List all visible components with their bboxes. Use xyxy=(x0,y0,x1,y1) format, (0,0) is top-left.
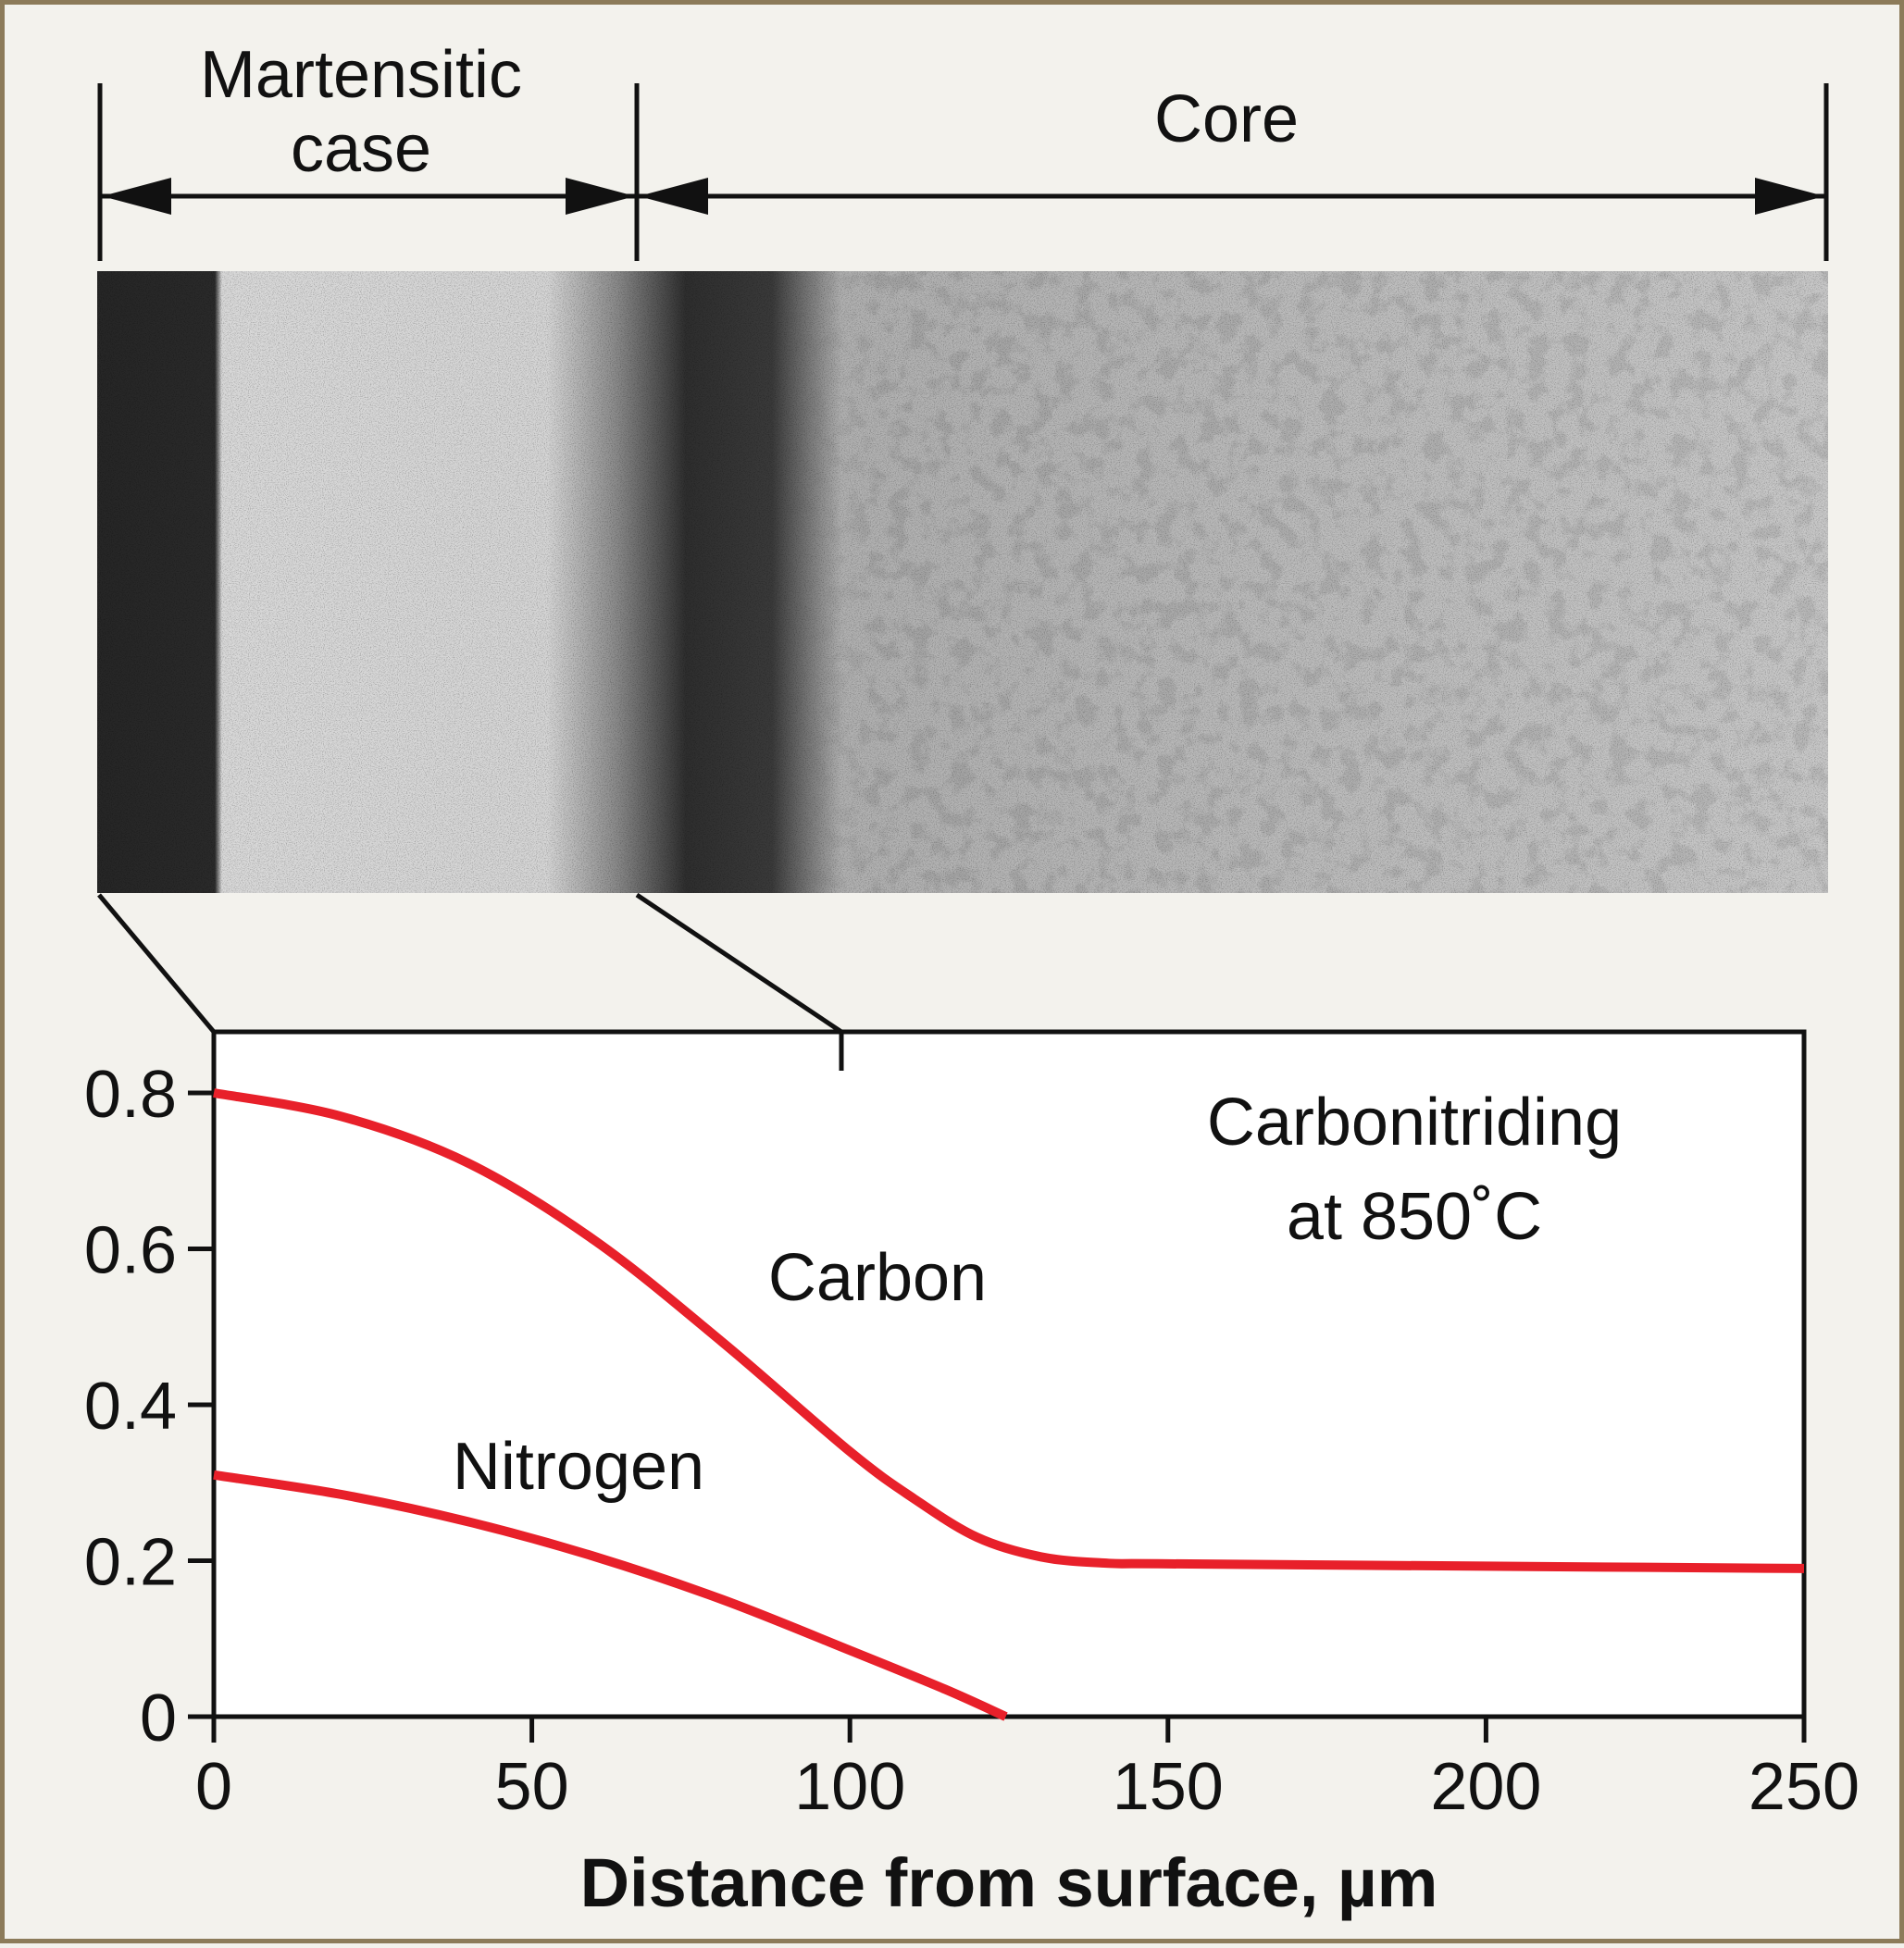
y-tick-label: 0.6 xyxy=(84,1214,177,1288)
arrow-right-icon xyxy=(1755,178,1824,215)
x-tick-label: 50 xyxy=(495,1750,569,1824)
x-tick-label: 250 xyxy=(1748,1750,1860,1824)
chart-annotation-line1: Carbonitriding xyxy=(1207,1086,1622,1160)
dimension-header: Martensitic case Core xyxy=(97,38,1829,261)
figure-canvas: Martensitic case Core 0 50 100 150 200 250 00… xyxy=(84,38,1860,1921)
y-axis-ticks: 0 0.2 0.4 0.6 0.8 xyxy=(84,1058,214,1756)
y-tick-label: 0 xyxy=(140,1681,177,1756)
y-tick-label: 0.2 xyxy=(84,1526,177,1600)
case-label-line2: case xyxy=(291,112,431,186)
x-tick-label: 0 xyxy=(195,1750,232,1824)
series-line-nitrogen xyxy=(213,1470,1008,1721)
plot-area xyxy=(211,1029,1807,1719)
micrograph-image xyxy=(97,271,1828,893)
series-line-carbon xyxy=(213,1088,1805,1573)
connector-line-right xyxy=(635,892,843,1035)
x-tick-label: 100 xyxy=(794,1750,905,1824)
chart-annotation-line2: at 850˚C xyxy=(1287,1180,1542,1254)
series-lines xyxy=(213,1088,1805,1721)
arrow-left-icon xyxy=(639,178,708,215)
x-tick-label: 150 xyxy=(1113,1750,1224,1824)
case-label-line1: Martensitic xyxy=(200,38,522,112)
connector-line-left xyxy=(97,893,216,1034)
y-tick-label: 0.8 xyxy=(84,1058,177,1132)
x-axis-title: Distance from surface, µm xyxy=(580,1844,1438,1921)
chart: 0 50 100 150 200 250 0 0.2 0.4 0.6 0.8 Carbon Nit… xyxy=(84,1029,1860,1921)
arrow-right-icon xyxy=(566,178,635,215)
core-label: Core xyxy=(1154,82,1299,156)
x-tick-label: 200 xyxy=(1430,1750,1541,1824)
arrow-left-icon xyxy=(102,178,171,215)
series-label-nitrogen: Nitrogen xyxy=(453,1430,704,1504)
series-label-carbon: Carbon xyxy=(768,1241,987,1315)
x-axis-ticks: 0 50 100 150 200 250 xyxy=(195,1717,1860,1824)
y-tick-label: 0.4 xyxy=(84,1370,177,1444)
